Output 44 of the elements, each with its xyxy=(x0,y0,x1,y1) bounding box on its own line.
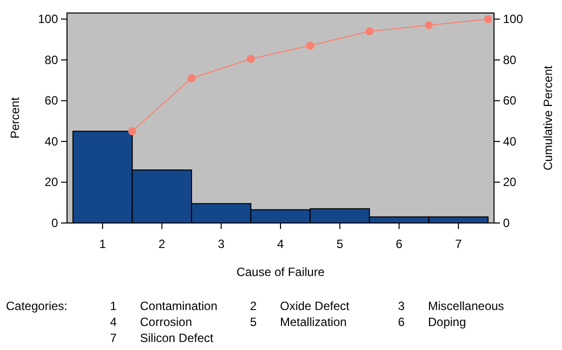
y2-tick-label: 20 xyxy=(503,175,517,190)
point xyxy=(128,127,136,136)
text: Oxide Defect xyxy=(280,299,350,313)
text: 1 xyxy=(110,299,117,313)
text: Contamination xyxy=(140,299,218,313)
text: 6 xyxy=(398,315,405,329)
x-tick-label: 2 xyxy=(158,237,166,251)
point xyxy=(365,27,374,36)
text: 2 xyxy=(250,299,257,313)
x-tick-label: 5 xyxy=(336,237,344,251)
y2-tick-label: 0 xyxy=(503,216,510,230)
point xyxy=(424,21,433,30)
text: Metallization xyxy=(280,315,347,329)
text: Miscellaneous xyxy=(428,299,504,313)
x-axis-title: Cause of Failure xyxy=(236,265,325,279)
y-axis-title: Percent xyxy=(8,96,22,139)
text: Silicon Defect xyxy=(140,331,214,345)
y2-axis-title: Cumulative Percent xyxy=(541,64,555,170)
text: Corrosion xyxy=(140,315,192,329)
text: 5 xyxy=(250,315,257,329)
y2-tick-label: 40 xyxy=(503,134,517,148)
point xyxy=(306,42,314,50)
y-tick-label: 40 xyxy=(44,134,58,148)
y-tick-label: 60 xyxy=(44,94,58,108)
x-tick-label: 4 xyxy=(277,237,284,251)
text: 3 xyxy=(398,299,405,313)
y-tick-label: 0 xyxy=(51,216,58,230)
x-tick-label: 6 xyxy=(396,237,403,251)
text: Categories: xyxy=(6,299,68,313)
text: Doping xyxy=(428,315,466,329)
text: 4 xyxy=(110,315,117,329)
y-tick-label: 20 xyxy=(44,175,58,190)
point xyxy=(246,54,255,63)
y-tick-label: 100 xyxy=(38,12,58,26)
point xyxy=(484,15,492,24)
point xyxy=(188,74,196,82)
y2-tick-label: 60 xyxy=(503,94,517,108)
x-tick-label: 7 xyxy=(455,237,462,251)
x-tick-label: 1 xyxy=(99,237,106,251)
y2-tick-label: 100 xyxy=(503,12,524,26)
x-tick-label: 3 xyxy=(218,237,225,251)
text: 7 xyxy=(110,331,117,345)
y2-tick-label: 80 xyxy=(503,52,517,67)
y-tick-label: 80 xyxy=(44,52,58,67)
